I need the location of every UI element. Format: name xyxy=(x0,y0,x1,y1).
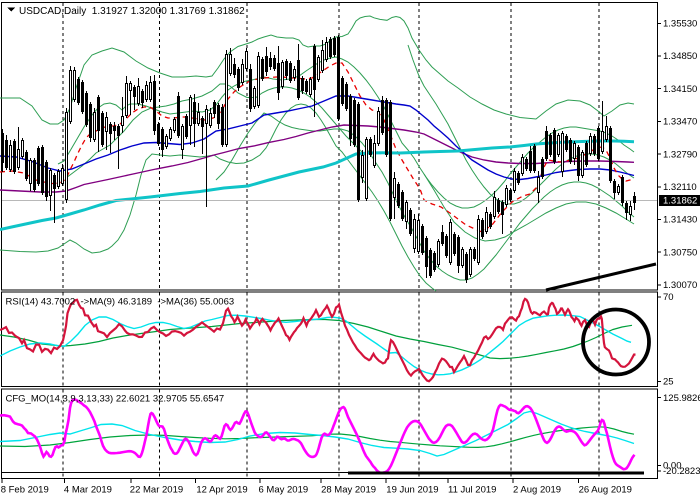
svg-text:0.00: 0.00 xyxy=(663,461,682,472)
svg-text:1.30070: 1.30070 xyxy=(663,280,697,291)
svg-text:USDCAD,Daily 1.31927 1.32000: USDCAD,Daily 1.31927 1.32000 1.31769 1.3… xyxy=(19,6,245,17)
svg-text:26 Aug 2019: 26 Aug 2019 xyxy=(579,485,632,496)
svg-text:1.31430: 1.31430 xyxy=(663,215,697,226)
svg-text:11 Jul 2019: 11 Jul 2019 xyxy=(448,485,496,496)
svg-text:19 Jun 2019: 19 Jun 2019 xyxy=(386,485,438,496)
svg-text:1.34150: 1.34150 xyxy=(663,84,697,95)
svg-text:1.35530: 1.35530 xyxy=(663,19,697,30)
svg-text:28 May 2019: 28 May 2019 xyxy=(321,485,376,496)
svg-text:125.9826: 125.9826 xyxy=(663,393,700,404)
svg-text:12 Apr 2019: 12 Apr 2019 xyxy=(196,485,247,496)
svg-text:2 Aug 2019: 2 Aug 2019 xyxy=(513,485,561,496)
svg-text:25: 25 xyxy=(663,377,674,388)
svg-text:8 Feb 2019: 8 Feb 2019 xyxy=(1,485,49,496)
svg-text:1.30750: 1.30750 xyxy=(663,247,697,258)
svg-text:1.31862: 1.31862 xyxy=(663,196,697,207)
svg-text:22 Mar 2019: 22 Mar 2019 xyxy=(130,485,183,496)
svg-text:70: 70 xyxy=(663,292,674,303)
svg-text:CFG_MO(14,3,9,3,13,33) 22.6021: CFG_MO(14,3,9,3,13,33) 22.6021 32.9705 5… xyxy=(6,394,225,405)
svg-text:6 May 2019: 6 May 2019 xyxy=(259,485,309,496)
svg-text:1.32790: 1.32790 xyxy=(663,149,697,160)
svg-text:1.32110: 1.32110 xyxy=(663,182,697,193)
svg-text:-20.2823: -20.2823 xyxy=(663,466,700,477)
svg-text:4 Mar 2019: 4 Mar 2019 xyxy=(64,485,112,496)
svg-text:1.33470: 1.33470 xyxy=(663,117,697,128)
svg-text:RSI(14) 43.7002 ->MA(9) 46.31: RSI(14) 43.7002 ->MA(9) 46.3189 ->MA(36)… xyxy=(6,297,235,308)
svg-text:1.34850: 1.34850 xyxy=(663,51,697,62)
